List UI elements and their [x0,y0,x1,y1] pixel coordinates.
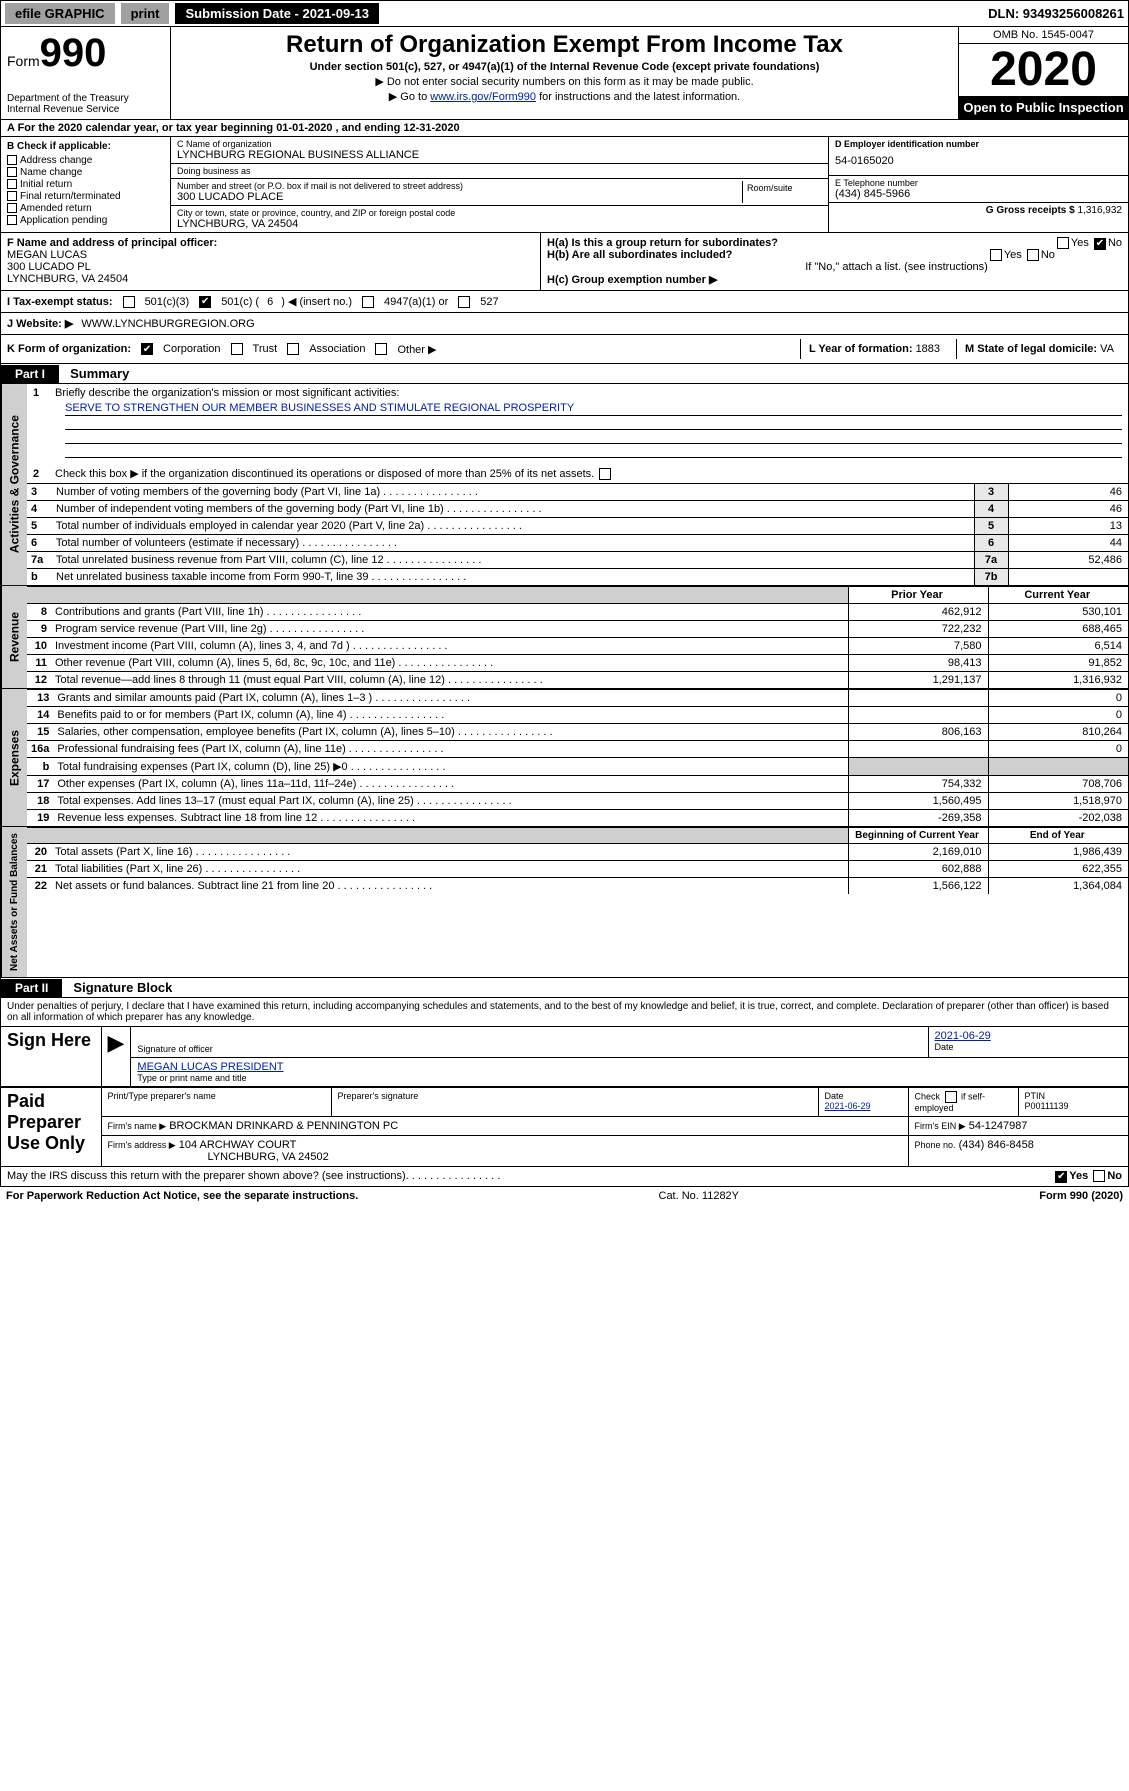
f-h-block: F Name and address of principal officer:… [0,233,1129,291]
colb-option[interactable]: Initial return [7,179,164,190]
gross-receipts-cell: G Gross receipts $ 1,316,932 [829,203,1128,218]
submission-date: Submission Date - 2021-09-13 [175,3,379,24]
mission-text: SERVE TO STRENGTHEN OUR MEMBER BUSINESSE… [27,402,1128,464]
org-name-cell: C Name of organization LYNCHBURG REGIONA… [171,137,828,164]
city-state-zip: LYNCHBURG, VA 24504 [177,218,822,230]
firm-address: 104 ARCHWAY COURT [179,1139,297,1151]
top-toolbar: efile GRAPHIC print Submission Date - 20… [0,0,1129,27]
officer-name[interactable]: MEGAN LUCAS PRESIDENT [137,1061,283,1073]
telephone: (434) 845-5966 [835,188,1122,200]
form-footer: Form 990 (2020) [1039,1190,1123,1202]
footer: For Paperwork Reduction Act Notice, see … [0,1187,1129,1205]
firm-phone: (434) 846-8458 [959,1139,1034,1151]
website: WWW.LYNCHBURGREGION.ORG [81,318,254,330]
year-formation: 1883 [916,343,940,355]
501c3-checkbox[interactable] [123,296,135,308]
net-assets-table: Beginning of Current YearEnd of Year 20T… [27,827,1128,894]
dln: DLN: 93493256008261 [988,6,1124,21]
department: Department of the Treasury Internal Reve… [7,93,164,115]
colb-option[interactable]: Final return/terminated [7,191,164,202]
paid-preparer-block: Paid Preparer Use Only Print/Type prepar… [0,1087,1129,1167]
k-form-of-org: K Form of organization: ✔Corporation Tru… [0,335,1129,364]
expenses-table: 13Grants and similar amounts paid (Part … [27,689,1128,826]
sign-here-label: Sign Here [1,1027,101,1087]
colb-option[interactable]: Amended return [7,203,164,214]
header-left: Form990 Department of the Treasury Inter… [1,27,171,119]
gross-receipts: 1,316,932 [1078,205,1123,216]
state-domicile: VA [1100,343,1114,355]
arrow-icon: ▶ [101,1027,131,1087]
col-c: C Name of organization LYNCHBURG REGIONA… [171,137,828,232]
address-cell: Number and street (or P.O. box if mail i… [171,179,828,206]
phone-cell: E Telephone number (434) 845-5966 [829,176,1128,203]
room-suite: Room/suite [742,181,822,203]
header-right: OMB No. 1545-0047 2020 Open to Public In… [958,27,1128,119]
assoc-checkbox[interactable] [287,343,299,355]
efile-button[interactable]: efile GRAPHIC [5,3,115,24]
form-number: Form990 [7,31,164,76]
print-button[interactable]: print [121,3,170,24]
identity-block: B Check if applicable: Address changeNam… [0,137,1129,233]
net-assets-section: Net Assets or Fund Balances Beginning of… [0,827,1129,978]
form-header: Form990 Department of the Treasury Inter… [0,27,1129,120]
tax-year: 2020 [959,44,1128,96]
self-employed-checkbox[interactable] [945,1091,957,1103]
hb-yes-checkbox[interactable] [990,249,1002,261]
other-checkbox[interactable] [375,343,387,355]
sig-date[interactable]: 2021-06-29 [935,1030,991,1042]
revenue-table: Prior YearCurrent Year 8Contributions an… [27,586,1128,688]
tax-exempt-status: I Tax-exempt status: 501(c)(3) ✔ 501(c) … [0,291,1129,313]
row-a: A For the 2020 calendar year, or tax yea… [0,120,1129,137]
expenses-section: Expenses 13Grants and similar amounts pa… [0,689,1129,827]
part2-header: Part II Signature Block [0,978,1129,998]
ein: 54-0165020 [835,149,1122,173]
col-right: D Employer identification number 54-0165… [828,137,1128,232]
q2-checkbox[interactable] [599,468,611,480]
discuss-no-checkbox[interactable] [1093,1170,1105,1182]
street-address: 300 LUCADO PLACE [177,191,742,203]
prep-date[interactable]: 2021-06-29 [825,1101,871,1111]
colb-option[interactable]: Application pending [7,215,164,226]
form-title: Return of Organization Exempt From Incom… [181,31,948,59]
corp-checkbox[interactable]: ✔ [141,343,153,355]
instructions-link[interactable]: www.irs.gov/Form990 [430,91,536,103]
ein-cell: D Employer identification number 54-0165… [829,137,1128,176]
open-to-public: Open to Public Inspection [959,96,1128,119]
ha-yes-checkbox[interactable] [1057,237,1069,249]
activities-governance: Activities & Governance 1Briefly describ… [0,384,1129,586]
subtitle-1: Under section 501(c), 527, or 4947(a)(1)… [181,61,948,73]
governance-table: 3 Number of voting members of the govern… [27,483,1128,585]
subtitle-2: ▶ Do not enter social security numbers o… [181,75,948,88]
signature-block: Under penalties of perjury, I declare th… [0,998,1129,1087]
dba-cell: Doing business as [171,164,828,179]
501c-checkbox[interactable]: ✔ [199,296,211,308]
org-name: LYNCHBURG REGIONAL BUSINESS ALLIANCE [177,149,822,161]
discuss-row: May the IRS discuss this return with the… [0,1167,1129,1187]
ha-no-checkbox[interactable]: ✔ [1094,238,1106,250]
omb-number: OMB No. 1545-0047 [959,27,1128,44]
colb-option[interactable]: Name change [7,167,164,178]
colb-option[interactable]: Address change [7,155,164,166]
trust-checkbox[interactable] [231,343,243,355]
h-group-return: H(a) Is this a group return for subordin… [541,233,1128,290]
subtitle-3: ▶ Go to www.irs.gov/Form990 for instruct… [181,90,948,103]
website-row: J Website: ▶ WWW.LYNCHBURGREGION.ORG [0,313,1129,335]
firm-name: BROCKMAN DRINKARD & PENNINGTON PC [169,1120,398,1132]
city-cell: City or town, state or province, country… [171,206,828,232]
part1-header: Part I Summary [0,364,1129,384]
principal-officer: F Name and address of principal officer:… [1,233,541,290]
ptin: P00111139 [1025,1101,1069,1111]
527-checkbox[interactable] [458,296,470,308]
discuss-yes-checkbox[interactable]: ✔ [1055,1171,1067,1183]
4947-checkbox[interactable] [362,296,374,308]
col-b-checkboxes: B Check if applicable: Address changeNam… [1,137,171,232]
hb-no-checkbox[interactable] [1027,249,1039,261]
revenue-section: Revenue Prior YearCurrent Year 8Contribu… [0,586,1129,689]
firm-ein: 54-1247987 [969,1120,1028,1132]
cat-no: Cat. No. 11282Y [358,1190,1039,1202]
paid-preparer-label: Paid Preparer Use Only [1,1088,101,1167]
header-mid: Return of Organization Exempt From Incom… [171,27,958,119]
